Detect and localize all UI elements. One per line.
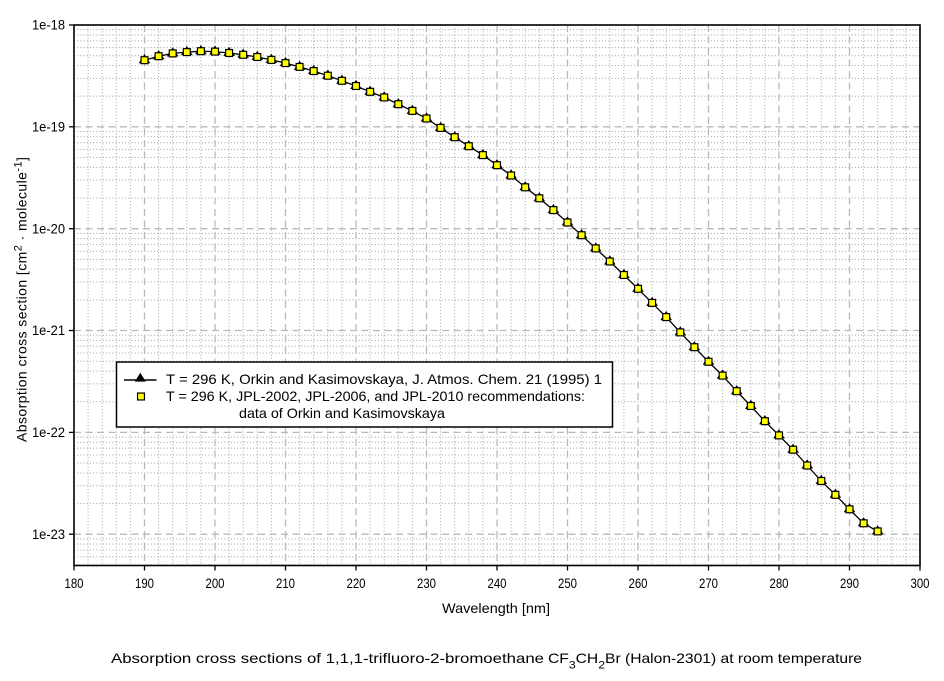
svg-text:250: 250 <box>558 575 577 591</box>
svg-text:1e-19: 1e-19 <box>32 119 65 135</box>
svg-text:280: 280 <box>770 575 789 591</box>
svg-text:1e-18: 1e-18 <box>32 17 65 33</box>
svg-text:1e-22: 1e-22 <box>32 424 65 440</box>
svg-text:290: 290 <box>840 575 859 591</box>
svg-text:data of Orkin and Kasimovskaya: data of Orkin and Kasimovskaya <box>239 405 445 421</box>
svg-text:220: 220 <box>347 575 366 591</box>
svg-text:260: 260 <box>629 575 648 591</box>
svg-text:210: 210 <box>276 575 295 591</box>
svg-text:300: 300 <box>911 575 930 591</box>
svg-text:240: 240 <box>488 575 507 591</box>
svg-text:1e-23: 1e-23 <box>32 526 65 542</box>
svg-text:180: 180 <box>65 575 84 591</box>
svg-text:Absorption cross sections of 1: Absorption cross sections of 1,1,1-trifl… <box>111 650 544 666</box>
svg-text:190: 190 <box>135 575 154 591</box>
svg-text:Wavelength [nm]: Wavelength [nm] <box>442 600 550 616</box>
svg-text:200: 200 <box>206 575 225 591</box>
svg-text:1e-20: 1e-20 <box>32 220 65 236</box>
svg-text:Absorption cross section [cm2: Absorption cross section [cm2 · molecule… <box>13 157 30 442</box>
svg-text:230: 230 <box>417 575 436 591</box>
svg-text:T = 296 K, Orkin and Kasimovsk: T = 296 K, Orkin and Kasimovskaya, J. At… <box>166 371 602 387</box>
svg-text:270: 270 <box>699 575 718 591</box>
svg-text:T = 296 K, JPL-2002, JPL-2006,: T = 296 K, JPL-2002, JPL-2006, and JPL-2… <box>166 388 585 404</box>
svg-text:1e-21: 1e-21 <box>32 322 65 338</box>
